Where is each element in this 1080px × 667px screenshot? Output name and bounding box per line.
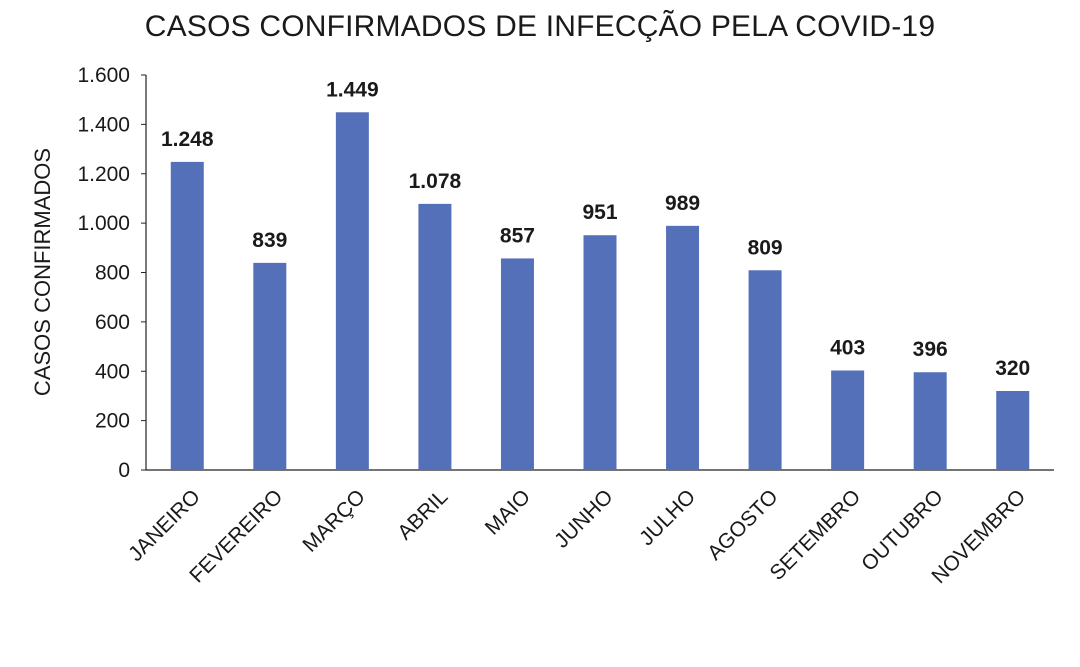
x-tick-label: AGOSTO [703,485,783,565]
bar [666,225,700,470]
data-label: 396 [913,338,948,361]
bar [913,372,947,470]
y-tick-label: 400 [95,360,130,383]
data-label: 403 [830,337,865,360]
x-tick-label: MARÇO [298,485,370,557]
y-axis-label: CASOS CONFIRMADOS [30,148,55,396]
x-tick-label: OUTUBRO [857,485,948,576]
bar [335,112,369,470]
bar [831,370,865,470]
y-tick-label: 1.000 [77,212,130,235]
bar [996,391,1030,470]
x-tick-label: JANEIRO [124,485,205,566]
y-tick-label: 200 [95,410,130,433]
y-tick-label: 1.600 [77,64,130,87]
bar [748,270,782,470]
data-label: 1.449 [326,78,379,101]
y-tick-label: 1.200 [77,163,130,186]
x-tick-label: ABRIL [393,485,452,544]
x-tick-label: JUNHO [550,485,617,552]
y-tick-label: 800 [95,262,130,285]
y-tick-label: 600 [95,311,130,334]
y-tick-label: 1.400 [77,113,130,136]
data-label: 320 [995,357,1030,380]
data-label: 839 [252,229,287,252]
x-tick-label: MAIO [481,485,535,539]
data-label: 1.248 [161,128,214,151]
data-label: 857 [500,224,535,247]
x-tick-label: JULHO [635,485,700,550]
bar [418,203,452,470]
bar [253,262,287,470]
data-label: 951 [582,201,617,224]
bar [500,258,534,470]
bar [170,161,204,470]
bar [583,235,617,470]
data-label: 1.078 [409,170,462,193]
data-label: 989 [665,192,700,215]
y-tick-label: 0 [118,459,130,482]
data-label: 809 [748,236,783,259]
chart-title: CASOS CONFIRMADOS DE INFECÇÃO PELA COVID… [144,10,936,43]
